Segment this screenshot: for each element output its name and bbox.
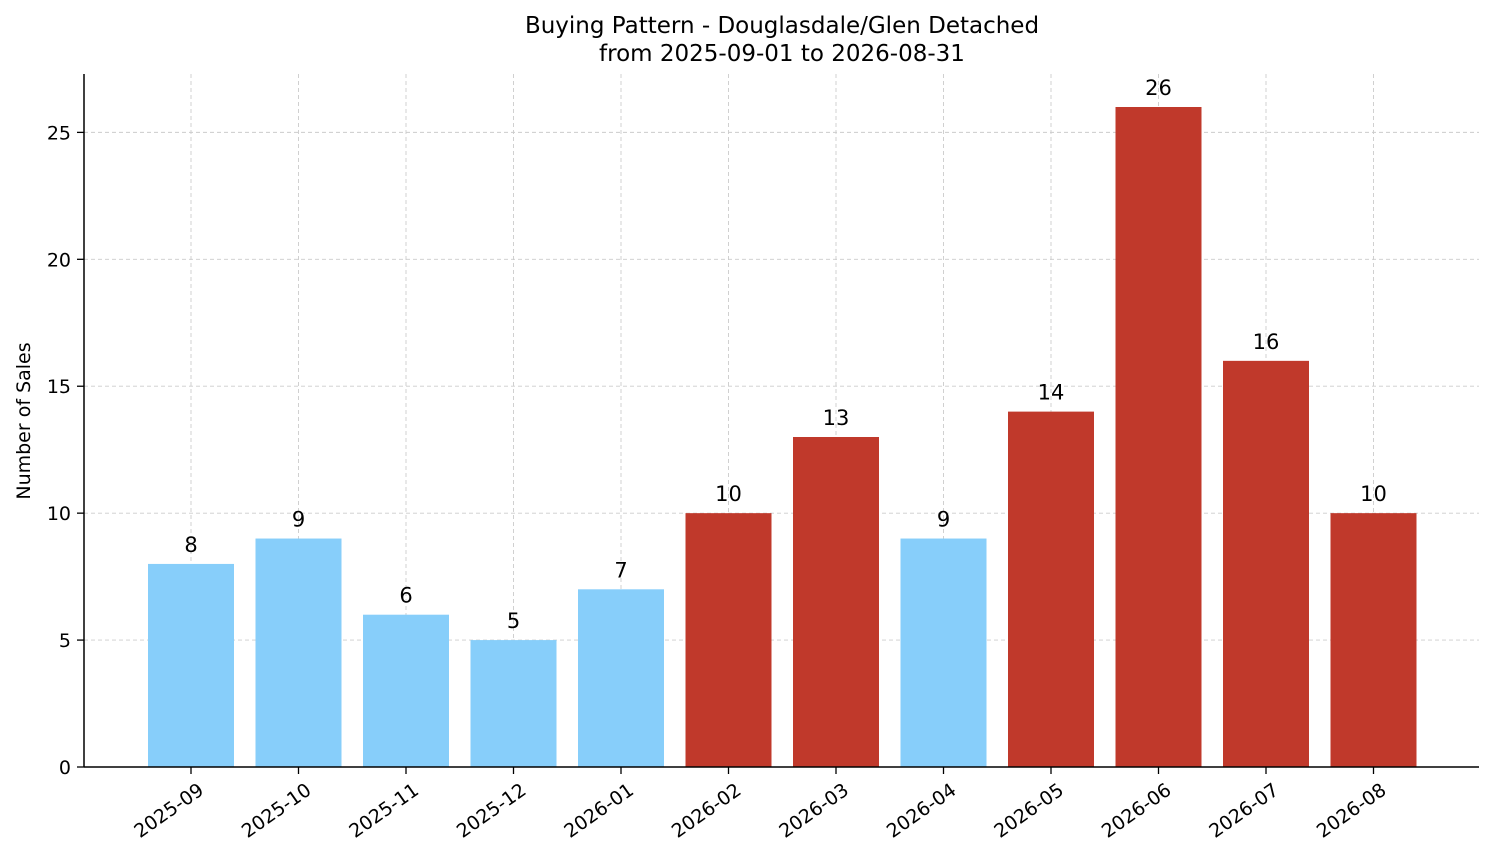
data-label-2026-08: 10 <box>1360 482 1387 506</box>
x-tick-label-2026-05: 2026-05 <box>990 779 1068 843</box>
x-tick-label-2026-02: 2026-02 <box>668 779 746 843</box>
y-tick-label-5: 5 <box>59 630 71 652</box>
data-label-2025-11: 6 <box>399 584 412 608</box>
data-label-2025-10: 9 <box>292 508 305 532</box>
x-tick-label-2026-07: 2026-07 <box>1205 779 1283 843</box>
bar-2026-07 <box>1223 360 1309 767</box>
bar-2025-11 <box>363 614 449 767</box>
x-tick-label-2026-01: 2026-01 <box>560 779 638 843</box>
data-label-2026-03: 13 <box>823 406 850 430</box>
bar-2026-01 <box>578 589 664 767</box>
y-tick-label-10: 10 <box>47 503 71 525</box>
bar-2026-05 <box>1008 411 1094 767</box>
y-tick-label-0: 0 <box>59 757 71 779</box>
bar-layer <box>148 107 1417 767</box>
chart-title-line-1: Buying Pattern - Douglasdale/Glen Detach… <box>525 13 1039 39</box>
x-tick-label-2025-12: 2025-12 <box>453 779 531 843</box>
bar-2025-09 <box>148 563 234 767</box>
y-tick-label-15: 15 <box>47 376 71 398</box>
y-axis-label: Number of Sales <box>13 342 35 499</box>
data-label-2026-01: 7 <box>614 558 627 582</box>
bar-2025-10 <box>255 538 342 767</box>
data-label-2026-04: 9 <box>937 508 950 532</box>
bar-2026-06 <box>1115 107 1202 767</box>
x-tick-label-2026-03: 2026-03 <box>775 779 853 843</box>
data-label-2026-06: 26 <box>1145 76 1172 100</box>
data-label-2026-02: 10 <box>715 482 742 506</box>
x-tick-label-2026-08: 2026-08 <box>1313 779 1391 843</box>
bar-2026-02 <box>685 513 772 767</box>
x-tick-label-2025-09: 2025-09 <box>130 779 208 843</box>
data-label-2025-12: 5 <box>507 609 520 633</box>
y-tick-label-20: 20 <box>47 249 71 271</box>
bar-2026-08 <box>1330 513 1417 767</box>
data-label-2025-09: 8 <box>184 533 197 557</box>
data-label-layer: 8 9 6 5 7 10 13 9 14 26 16 10 <box>184 76 1387 633</box>
y-tick-label-25: 25 <box>47 122 71 144</box>
data-label-2026-05: 14 <box>1038 381 1065 405</box>
chart-title-line-2: from 2025-09-01 to 2026-08-31 <box>599 41 965 67</box>
x-tick-label-2025-11: 2025-11 <box>345 779 423 843</box>
bar-2026-03 <box>793 437 879 767</box>
x-tick-label-2026-04: 2026-04 <box>883 779 961 843</box>
x-tick-label-2026-06: 2026-06 <box>1098 779 1176 843</box>
bar-2026-04 <box>900 538 987 767</box>
x-tick-label-2025-10: 2025-10 <box>238 779 316 843</box>
bar-2025-12 <box>470 640 557 767</box>
data-label-2026-07: 16 <box>1253 330 1280 354</box>
